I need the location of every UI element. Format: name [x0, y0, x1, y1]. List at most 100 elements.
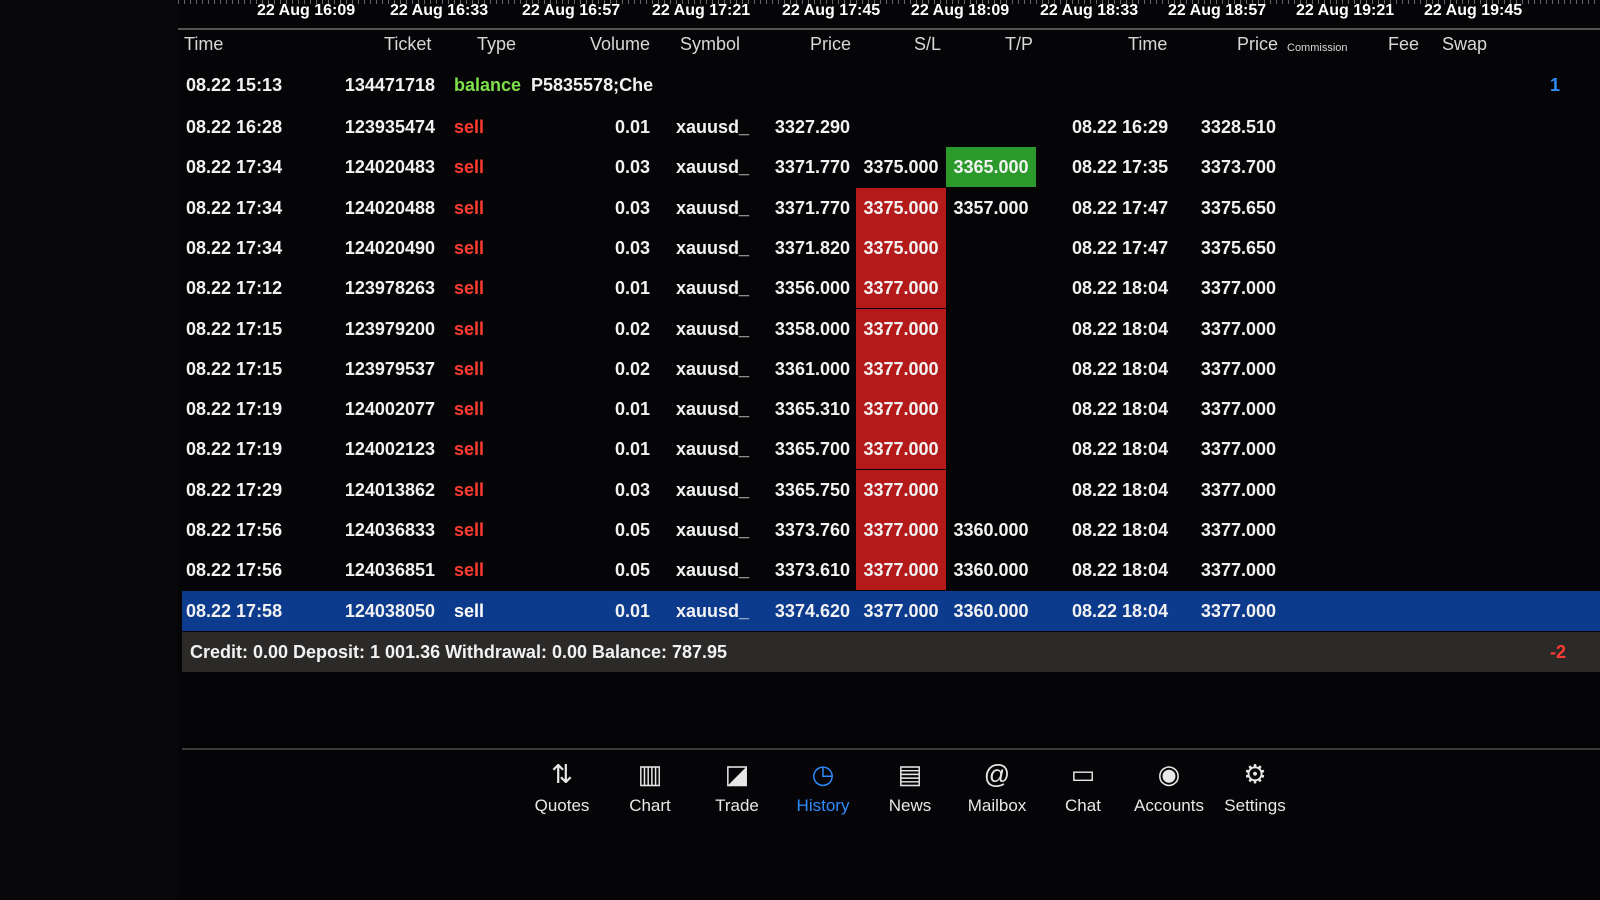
table-row[interactable]: 08.22 17:15 123979200 sell 0.02 xauusd_ 3358.… [182, 308, 1600, 349]
trade-chart-icon: ◪ [724, 759, 750, 789]
timeline-label: 22 Aug 16:09 [257, 2, 356, 19]
cell-type: sell [454, 399, 485, 420]
header-time[interactable]: Time [184, 34, 224, 54]
cell-time: 08.22 17:56 [186, 520, 283, 540]
balance-ticket: 134471718 [344, 75, 435, 95]
cell-price: 3373.610 [774, 560, 850, 581]
table-row-selected[interactable]: 08.22 17:58 124038050 sell 0.01 xauusd_ 3374.… [182, 590, 1600, 631]
cell-ticket: 124020490 [344, 237, 435, 258]
cell-symbol: xauusd_ [676, 479, 750, 500]
header-close-price[interactable]: Price [1237, 34, 1279, 54]
nav-accounts[interactable]: ◉ Accounts [1124, 758, 1214, 816]
cell-time: 08.22 17:34 [186, 157, 283, 178]
cell-price: 3365.700 [774, 439, 850, 460]
cell-time: 08.22 17:58 [186, 600, 283, 621]
cell-close-time: 08.22 17:47 [1072, 197, 1169, 218]
header-ticket[interactable]: Ticket [384, 34, 432, 54]
table-row[interactable]: 08.22 17:56 124036851 sell 0.05 xauusd_ 3373.… [182, 550, 1600, 591]
table-row[interactable]: 08.22 17:34 124020483 sell 0.03 xauusd_ 3371.… [182, 147, 1600, 188]
cell-symbol: xauusd_ [676, 318, 750, 339]
cell-volume: 0.01 [614, 600, 650, 621]
cell-type: sell [454, 157, 485, 178]
cell-volume: 0.01 [614, 278, 650, 299]
table-row[interactable]: 08.22 17:56 124036833 sell 0.05 xauusd_ 3373.… [182, 510, 1600, 550]
cell-tp [946, 107, 1036, 147]
cell-close-price: 3375.650 [1200, 197, 1276, 218]
cell-volume: 0.01 [614, 439, 650, 460]
cell-volume: 0.05 [614, 520, 650, 540]
cell-ticket: 123935474 [344, 117, 435, 137]
quotes-arrows-icon: ⇅ [551, 759, 573, 789]
cell-close-time: 08.22 17:35 [1072, 157, 1169, 178]
cell-time: 08.22 17:29 [186, 479, 283, 500]
cell-tp [946, 429, 1036, 469]
table-row[interactable]: 08.22 17:15 123979537 sell 0.02 xauusd_ 3361.… [182, 348, 1600, 389]
cell-price: 3373.760 [774, 520, 850, 540]
header-close-time[interactable]: Time [1128, 34, 1168, 54]
nav-trade[interactable]: ◪ Trade [692, 758, 782, 816]
balance-type: balance [454, 75, 522, 95]
cell-sl: 3377.000 [856, 550, 946, 591]
cell-time: 08.22 17:19 [186, 439, 283, 460]
header-swap[interactable]: Swap [1442, 34, 1488, 54]
nav-mailbox[interactable]: @ Mailbox [952, 758, 1042, 816]
cell-symbol: xauusd_ [676, 399, 750, 420]
balance-amount: 1 [1549, 75, 1560, 95]
table-row[interactable]: 08.22 16:28 123935474 sell 0.01 xauusd_ 3327.… [182, 107, 1600, 147]
cell-close-price: 3373.700 [1200, 157, 1276, 178]
cell-sl: 3375.000 [863, 157, 939, 178]
cell-close-time: 08.22 18:04 [1072, 318, 1169, 339]
header-volume[interactable]: Volume [590, 34, 651, 54]
timeline-label: 22 Aug 18:09 [911, 2, 1010, 19]
header-tp[interactable]: T/P [1005, 34, 1034, 54]
table-row[interactable]: 08.22 17:19 124002077 sell 0.01 xauusd_ 3365.… [182, 389, 1600, 430]
header-type[interactable]: Type [477, 34, 517, 54]
cell-tp [946, 309, 1036, 349]
nav-settings[interactable]: ⚙ Settings [1210, 758, 1300, 816]
table-row[interactable]: 08.22 17:29 124013862 sell 0.03 xauusd_ 3365.… [182, 469, 1600, 510]
balance-time: 08.22 15:13 [186, 75, 283, 95]
nav-quotes[interactable]: ⇅ Quotes [517, 758, 607, 816]
nav-history[interactable]: ◷ History [778, 758, 868, 816]
nav-chat[interactable]: ▭ Chat [1038, 758, 1128, 816]
cell-ticket: 124002123 [344, 439, 435, 460]
table-row[interactable]: 08.22 17:19 124002123 sell 0.01 xauusd_ 3365.… [182, 429, 1600, 470]
cell-ticket: 124013862 [344, 479, 435, 500]
nav-label: Accounts [1134, 796, 1204, 815]
cell-symbol: xauusd_ [676, 520, 750, 540]
cell-close-price: 3377.000 [1200, 399, 1276, 420]
table-row[interactable]: 08.22 17:12 123978263 sell 0.01 xauusd_ 3356.… [182, 268, 1600, 309]
cell-tp [946, 268, 1036, 308]
gear-icon: ⚙ [1243, 759, 1267, 789]
nav-news[interactable]: ▤ News [865, 758, 955, 816]
cell-ticket: 124036851 [344, 560, 435, 581]
cell-close-time: 08.22 18:04 [1072, 560, 1169, 581]
header-fee[interactable]: Fee [1388, 34, 1420, 54]
cell-volume: 0.03 [614, 237, 650, 258]
cell-ticket: 124020483 [344, 157, 435, 178]
cell-tp: 3357.000 [953, 197, 1029, 218]
cell-close-time: 08.22 18:04 [1072, 479, 1169, 500]
chat-bubble-icon: ▭ [1070, 759, 1096, 789]
header-symbol[interactable]: Symbol [680, 34, 741, 54]
summary-profit: -2 [1549, 642, 1566, 662]
cell-type: sell [454, 278, 485, 299]
cell-close-time: 08.22 18:04 [1072, 278, 1169, 299]
balance-row[interactable]: 08.22 15:13 134471718 balance P5835578;C… [182, 65, 1600, 105]
header-commission[interactable]: Commission [1287, 42, 1348, 54]
cell-close-price: 3328.510 [1200, 117, 1276, 137]
table-row[interactable]: 08.22 17:34 124020488 sell 0.03 xauusd_ 3371.… [182, 187, 1600, 228]
header-sl[interactable]: S/L [914, 34, 942, 54]
cell-sl: 3377.000 [856, 389, 946, 430]
cell-price: 3371.820 [774, 237, 850, 258]
cell-close-price: 3377.000 [1200, 278, 1276, 299]
table-row[interactable]: 08.22 17:34 124020490 sell 0.03 xauusd_ 3371.… [182, 227, 1600, 268]
header-price[interactable]: Price [810, 34, 852, 54]
cell-type: sell [454, 237, 485, 258]
cell-type: sell [454, 197, 485, 218]
cell-volume: 0.03 [614, 479, 650, 500]
nav-chart[interactable]: ▥ Chart [605, 758, 695, 816]
nav-label: News [888, 796, 932, 815]
cell-time: 08.22 17:12 [186, 278, 283, 299]
nav-label: Quotes [534, 796, 590, 815]
